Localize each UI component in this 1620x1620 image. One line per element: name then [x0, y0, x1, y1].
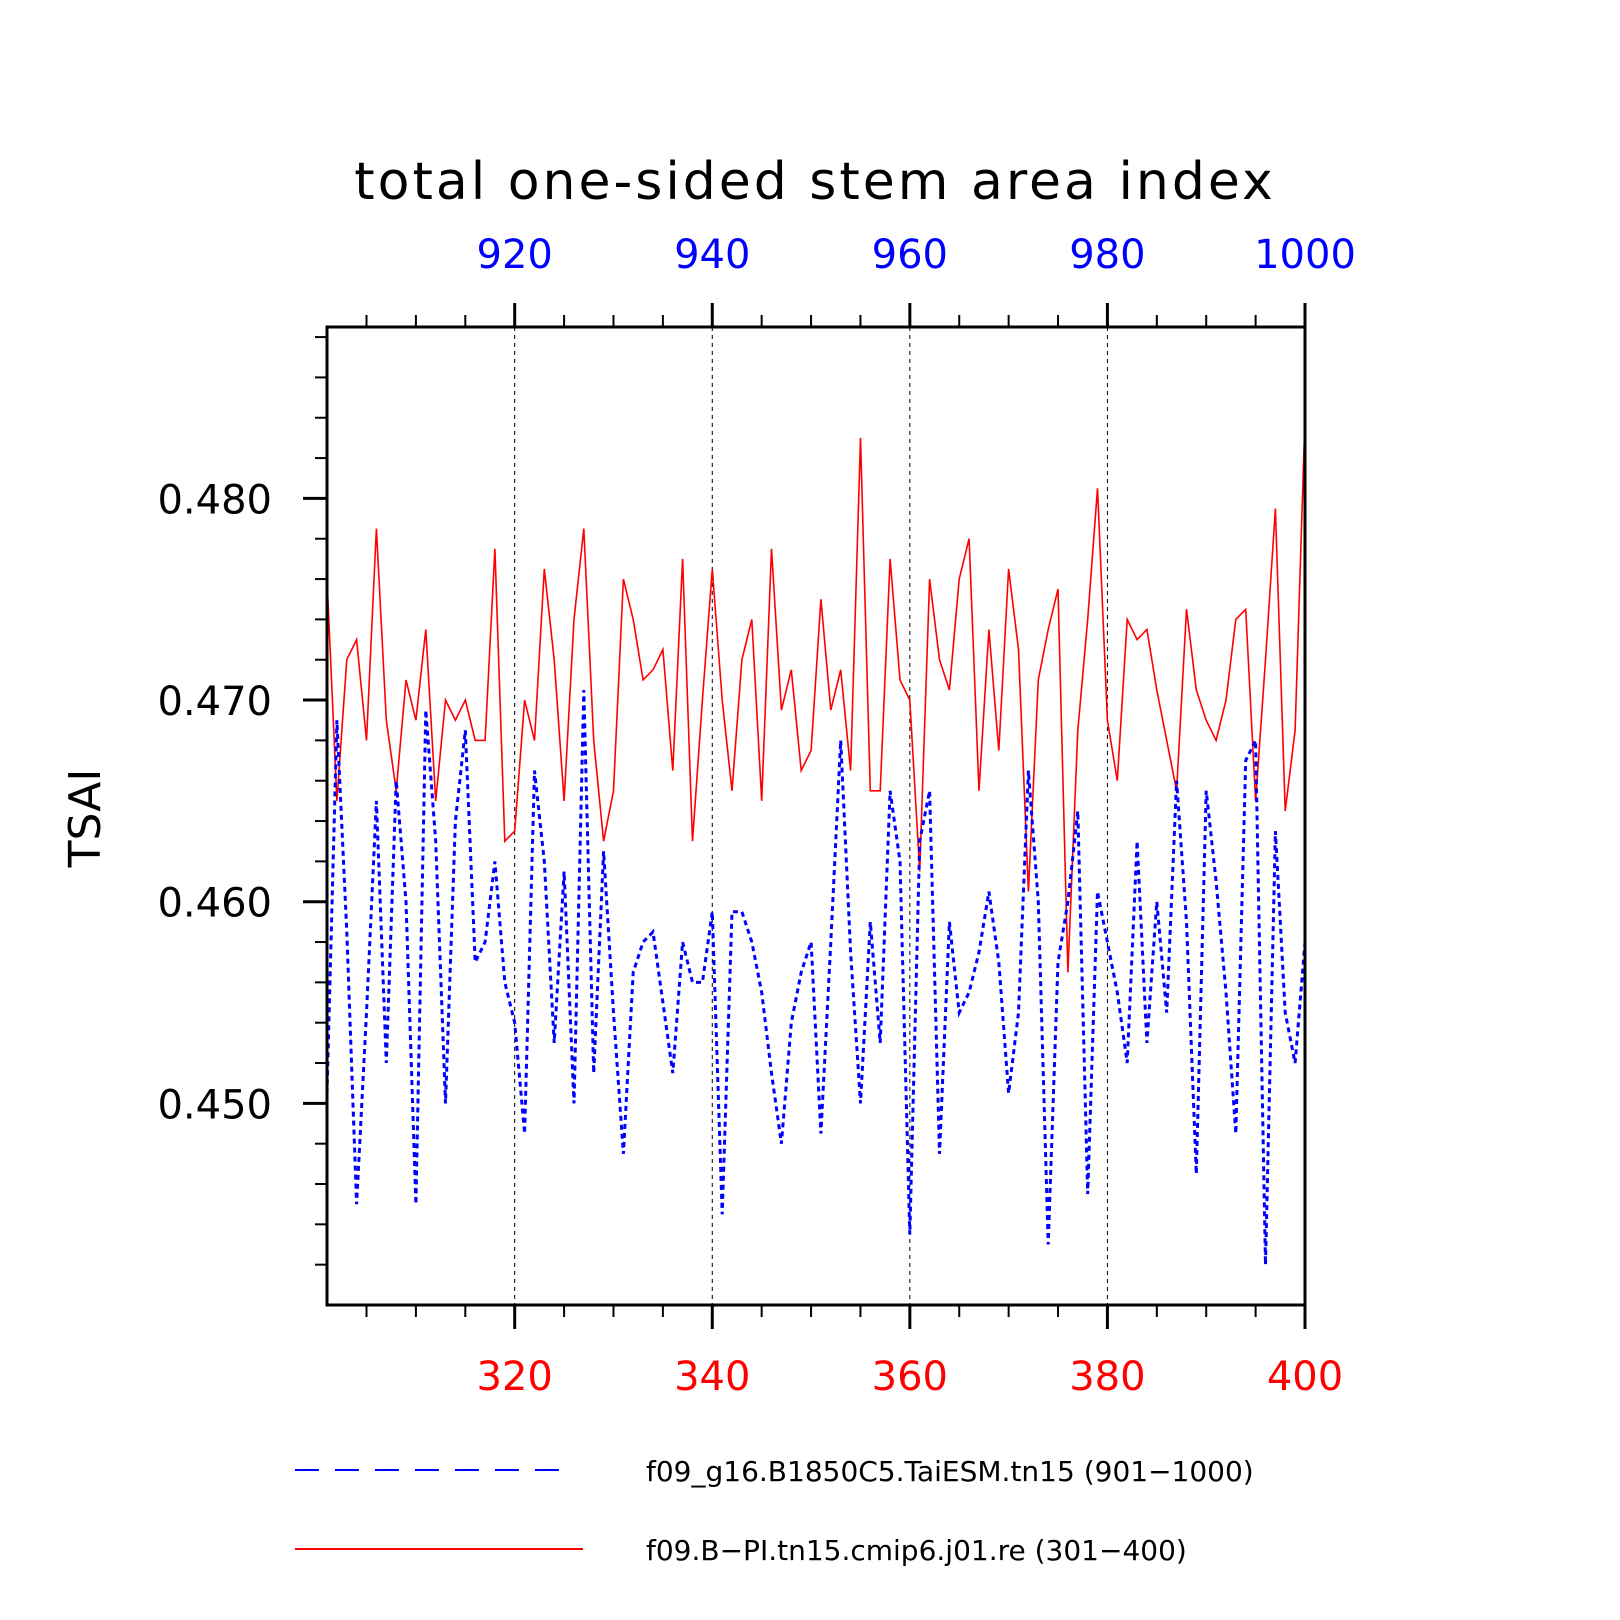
- tick-labels: 320 340 360 380 400 920 940 960 980 1000 0.450 0.46…: [157, 232, 1355, 1400]
- blue-series: [325, 689, 1307, 1265]
- red-series: [326, 417, 1306, 973]
- y-tick-label: 0.450: [157, 1082, 272, 1128]
- ticks: [303, 303, 1307, 1329]
- y-tick-label: 0.480: [157, 477, 272, 523]
- x-top-tick-label: 940: [674, 232, 750, 278]
- x-top-tick-label: 1000: [1254, 232, 1356, 278]
- y-tick-label: 0.460: [157, 881, 272, 927]
- chart-title: total one-sided stem area index: [354, 152, 1275, 212]
- grid-lines: [514, 327, 1108, 1305]
- x-bottom-tick-label: 320: [477, 1354, 553, 1400]
- x-top-tick-label: 980: [1069, 232, 1145, 278]
- y-tick-label: 0.470: [157, 679, 272, 725]
- x-top-tick-label: 960: [872, 232, 948, 278]
- legend-blue-label: f09_g16.B1850C5.TaiESM.tn15 (901−1000): [646, 1455, 1254, 1488]
- red-series-line: [326, 417, 1306, 973]
- x-bottom-tick-label: 400: [1267, 1354, 1343, 1400]
- x-top-tick-label: 920: [477, 232, 553, 278]
- x-bottom-tick-label: 360: [872, 1354, 948, 1400]
- x-bottom-tick-label: 340: [674, 1354, 750, 1400]
- y-axis-label: TSAI: [60, 769, 111, 869]
- x-bottom-tick-label: 380: [1069, 1354, 1145, 1400]
- plot-frame: [325, 325, 1307, 1307]
- blue-series-line: [325, 689, 1307, 1265]
- legend: f09_g16.B1850C5.TaiESM.tn15 (901−1000) f…: [295, 1455, 1254, 1567]
- legend-red-label: f09.B−PI.tn15.cmip6.j01.re (301−400): [646, 1534, 1187, 1567]
